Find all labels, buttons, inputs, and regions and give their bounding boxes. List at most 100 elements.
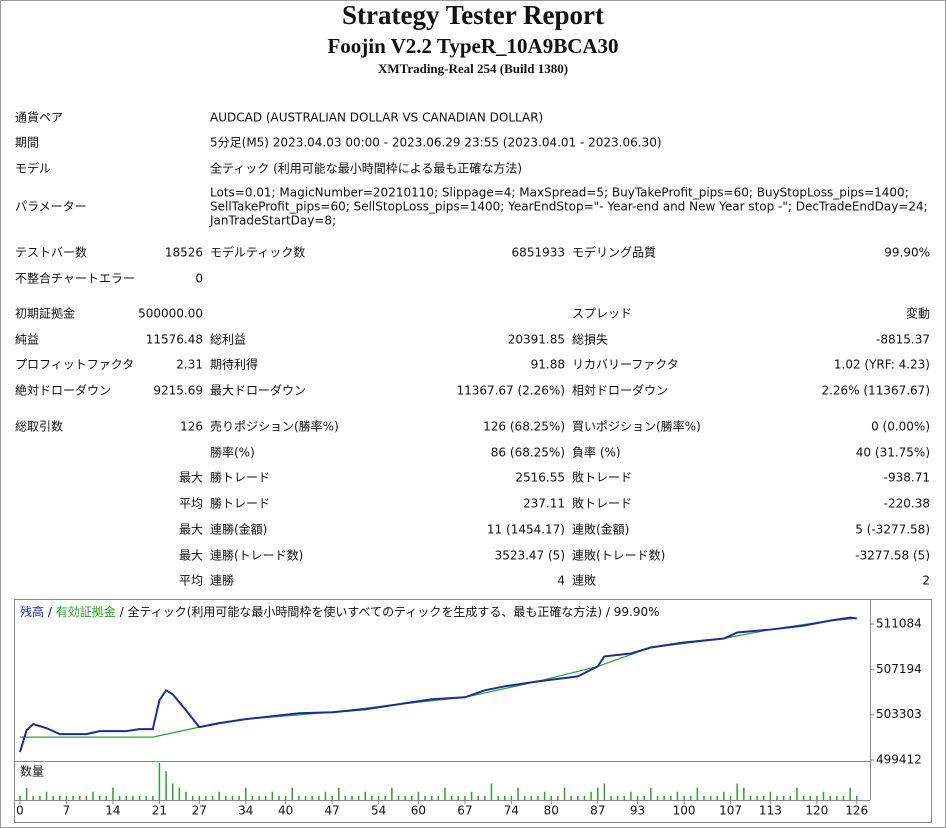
cell-label: モデル [15, 161, 51, 176]
cell-label: テストバー数 [15, 245, 87, 260]
x-tick-label: 80 [544, 804, 559, 818]
legend-item: 99.90% [614, 605, 660, 619]
legend-item: 有効証拠金 [56, 604, 116, 619]
cell-value: 20391.85 [508, 333, 565, 347]
cell-value: 4 [557, 574, 565, 588]
legend-item: / [606, 605, 611, 619]
cell-label: 総利益 [210, 333, 246, 347]
cell-label: 連敗(トレード数) [572, 548, 665, 563]
cell-label: 敗トレード [572, 496, 632, 511]
cell-value: -938.71 [884, 471, 930, 485]
cell-line: SellTakeProfit_pips=60; SellStopLoss_pip… [210, 200, 928, 214]
y-tick-label: 503303 [876, 707, 922, 721]
series-line [19, 616, 857, 753]
cell-label: プロフィットファクタ [15, 358, 134, 372]
cell-label: 連勝 [210, 573, 234, 588]
cell-label: AUDCAD (AUSTRALIAN DOLLAR VS CANADIAN DO… [210, 111, 543, 125]
cell-label: パラメーター [15, 200, 87, 214]
cell-label: 連勝(金額) [210, 522, 267, 537]
x-tick-label: 74 [504, 804, 519, 818]
x-tick-label: 7 [63, 804, 71, 818]
cell-value: 237.11 [523, 497, 565, 511]
cell-value: 平均 [179, 574, 203, 588]
cell-value: 40 (31.75%) [856, 446, 930, 460]
x-tick-label: 47 [324, 804, 339, 818]
cell-label: 連勝(トレード数) [210, 548, 303, 563]
cell-label: 敗トレード [572, 470, 632, 485]
chart-frame [14, 599, 932, 823]
cell-value: 2.26% (11367.67) [821, 384, 930, 398]
volume-label: 数量 [20, 764, 44, 779]
x-tick-label: 14 [105, 804, 120, 818]
cell-line: Lots=0.01; MagicNumber=20210110; Slippag… [210, 186, 909, 200]
cell-value: 91.88 [531, 358, 565, 372]
legend-item: 残高 [20, 604, 44, 619]
x-tick-label: 40 [278, 804, 293, 818]
cell-value: 86 (68.25%) [491, 446, 565, 460]
y-tick-label: 499412 [876, 753, 922, 767]
cell-value: 2.31 [176, 358, 203, 372]
legend-item: / [120, 605, 125, 619]
x-tick-label: 21 [152, 804, 167, 818]
title: Strategy Tester Report [342, 0, 604, 30]
legend-item: 全ティック(利用可能な最小時間枠を使いすべてのティックを生成する、最も正確な方法… [127, 604, 602, 619]
cell-value: 126 [180, 420, 203, 434]
x-tick-label: 126 [845, 804, 868, 818]
cell-value: 500000.00 [138, 307, 203, 321]
cell-value: 0 [195, 272, 203, 286]
cell-label: 相対ドローダウン [572, 383, 668, 398]
cell-label: 通貨ペア [15, 110, 63, 125]
cell-label: 純益 [15, 333, 39, 347]
cell-label: 勝トレード [210, 470, 270, 485]
cell-value: 平均 [179, 497, 203, 511]
cell-value: -3277.58 (5) [855, 549, 930, 563]
cell-label: 5分足(M5) 2023.04.03 00:00 - 2023.06.29 23… [210, 136, 662, 150]
cell-value: 0 (0.00%) [871, 420, 930, 434]
cell-label: 連敗(金額) [572, 522, 629, 537]
cell-label: 全ティック (利用可能な最小時間枠による最も正確な方法) [210, 161, 522, 176]
cell-label: 総取引数 [15, 419, 63, 434]
x-tick-label: 87 [590, 804, 605, 818]
cell-value: 126 (68.25%) [483, 420, 565, 434]
cell-label: 連敗 [572, 573, 596, 588]
cell-label: リカバリーファクタ [572, 358, 679, 372]
cell-value: 最大 [179, 523, 203, 537]
cell-value: 99.90% [884, 246, 930, 260]
cell-value: 5 (-3277.58) [855, 523, 930, 537]
cell-value: 2516.55 [515, 471, 565, 485]
cell-value: 変動 [906, 306, 930, 321]
cell-line: JanTradeStartDay=8; [209, 214, 336, 228]
cell-label: 買いポジション(勝率%) [572, 419, 701, 434]
x-tick-label: 0 [16, 804, 24, 818]
x-tick-label: 34 [238, 804, 253, 818]
x-tick-label: 107 [719, 804, 742, 818]
x-tick-label: 113 [759, 804, 782, 818]
cell-label: 最大ドローダウン [210, 383, 306, 398]
cell-label: 勝率(%) [210, 445, 255, 460]
x-tick-label: 100 [673, 804, 696, 818]
x-tick-label: 93 [630, 804, 645, 818]
cell-value: 18526 [165, 246, 203, 260]
y-tick-label: 507194 [876, 662, 922, 676]
legend-item: / [48, 605, 53, 619]
y-tick-label: 511084 [876, 617, 922, 631]
cell-value: 最大 [179, 471, 203, 485]
cell-label: 期間 [15, 136, 39, 150]
cell-label: 初期証拠金 [15, 306, 75, 321]
subtitle: Foojin V2.2 TypeR_10A9BCA30 [327, 34, 618, 58]
x-tick-label: 54 [371, 804, 386, 818]
cell-value: -8815.37 [876, 333, 930, 347]
cell-label: 絶対ドローダウン [15, 383, 111, 398]
cell-value: 9215.69 [153, 384, 203, 398]
cell-label: 不整合チャートエラー [15, 271, 135, 286]
cell-label: 負率 (%) [572, 445, 621, 460]
legend: 残高 / 有効証拠金 / 全ティック(利用可能な最小時間枠を使いすべてのティック… [20, 604, 660, 619]
cell-value: 11367.67 (2.26%) [456, 384, 565, 398]
cell-value: 11 (1454.17) [487, 523, 565, 537]
cell-value: 最大 [179, 549, 203, 563]
x-tick-label: 67 [457, 804, 472, 818]
cell-label: モデルティック数 [210, 245, 305, 260]
cell-label: 勝トレード [210, 496, 270, 511]
